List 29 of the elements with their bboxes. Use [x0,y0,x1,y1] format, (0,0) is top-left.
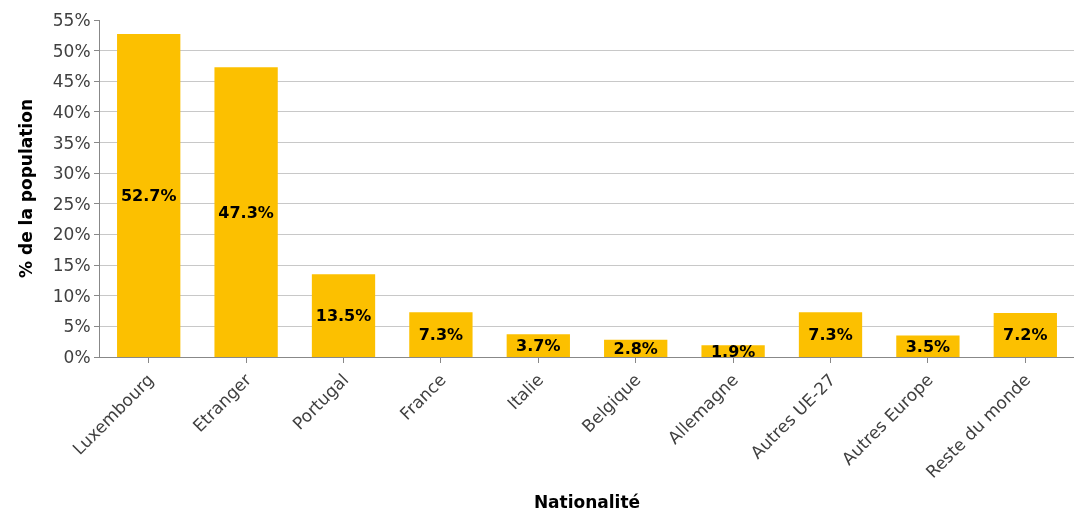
bar [117,34,181,357]
y-tick-label: 0% [63,346,91,367]
y-tick-label: 30% [52,163,91,184]
bar [214,67,278,357]
y-tick-label: 55% [52,9,91,30]
data-label: 7.3% [808,325,853,345]
bar [409,312,473,357]
data-label: 3.7% [516,336,561,356]
y-tick-label: 20% [52,224,91,245]
y-tick-label: 25% [52,193,91,214]
data-label: 13.5% [315,306,372,326]
data-label: 7.3% [418,325,464,345]
data-label: 3.5% [905,336,951,356]
y-tick-label: 50% [52,40,91,61]
data-label: 1.9% [710,341,756,361]
y-axis-title: % de la population [16,99,37,278]
y-tick-label: 40% [52,101,91,122]
data-label: 2.8% [613,338,658,358]
y-tick-label: 45% [52,71,91,92]
x-axis-title: Nationalité [533,492,641,513]
data-label: 47.3% [218,202,274,222]
y-tick-label: 10% [52,285,91,306]
y-tick-label: 15% [52,255,91,276]
bar [311,274,376,357]
data-label: 52.7% [120,186,177,206]
y-tick-label: 5% [63,316,91,337]
bar [798,312,863,357]
data-label: 7.2% [1003,325,1048,345]
y-tick-label: 35% [52,132,91,153]
